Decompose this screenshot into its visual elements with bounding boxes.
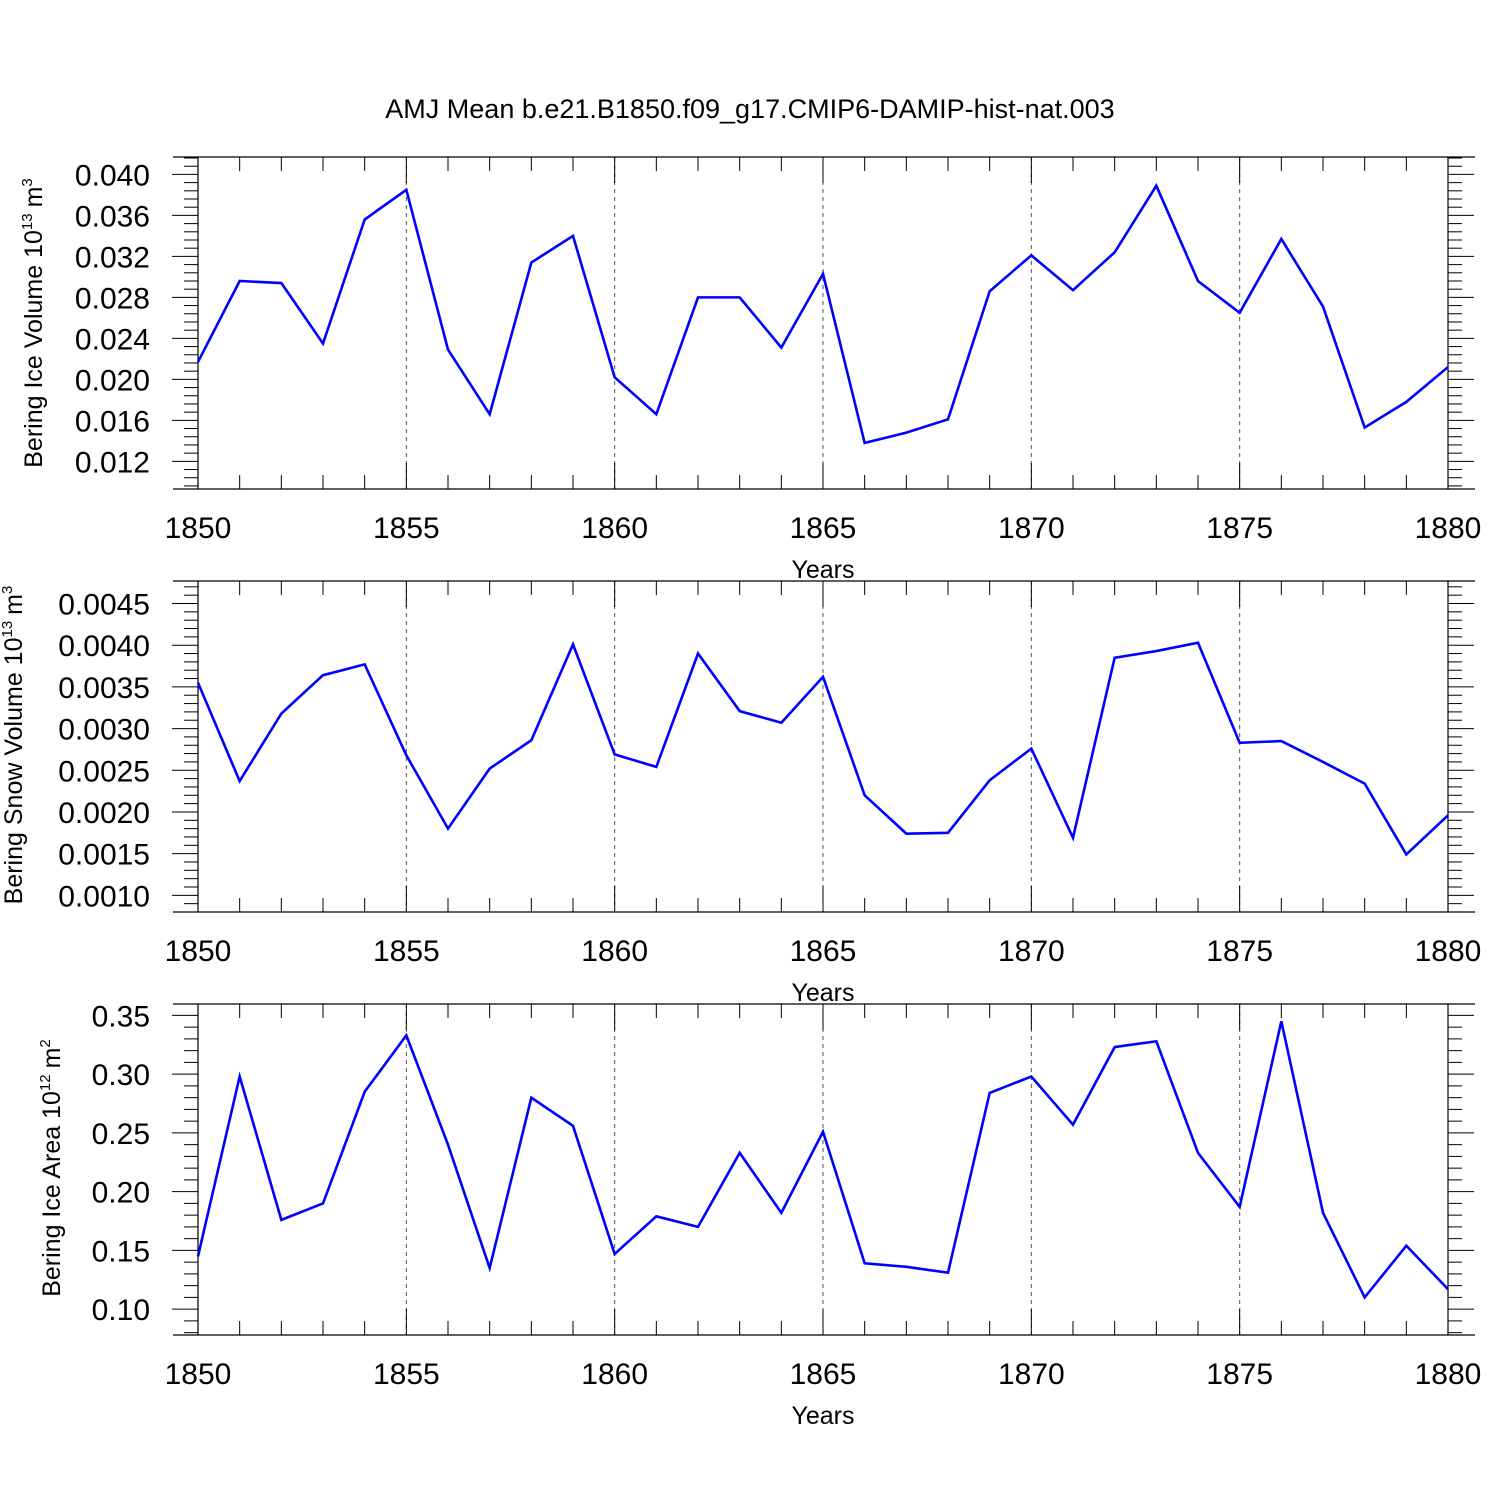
x-tick-label: 1860	[581, 935, 648, 968]
x-tick-label: 1880	[1415, 1358, 1482, 1391]
y-axis-label-ice-volume: Bering Ice Volume 1013m3	[19, 178, 48, 468]
x-tick-label: 1875	[1206, 1358, 1273, 1391]
x-tick-label: 1880	[1415, 935, 1482, 968]
x-tick-label: 1860	[581, 1358, 648, 1391]
x-tick-label: 1855	[373, 1358, 440, 1391]
panel-ice-area: Bering Ice Area 1012m2 Years 1850 1855 186…	[37, 1000, 1481, 1430]
y-tick-label: 0.0045	[58, 589, 150, 622]
y-tick-label: 0.040	[75, 159, 150, 192]
x-tick-label: 1855	[373, 935, 440, 968]
x-tick-label: 1865	[790, 512, 857, 545]
y-tick-label: 0.30	[92, 1059, 150, 1092]
y-tick-label: 0.028	[75, 282, 150, 315]
x-tick-label: 1850	[165, 935, 232, 968]
y-tick-label: 0.032	[75, 241, 150, 274]
y-tick-label: 0.0010	[58, 880, 150, 913]
y-tick-label: 0.10	[92, 1294, 150, 1327]
series-line-ice-volume	[196, 182, 1449, 445]
y-tick-label: 0.020	[75, 364, 150, 397]
x-tick-label: 1860	[581, 512, 648, 545]
y-tick-label: 0.012	[75, 446, 150, 479]
x-axis-label-snow-volume: Years	[791, 979, 854, 1007]
y-tick-label: 0.35	[92, 1000, 150, 1033]
x-tick-label: 1850	[165, 1358, 232, 1391]
x-tick-label: 1865	[790, 1358, 857, 1391]
x-axis-label-ice-volume: Years	[791, 556, 854, 584]
y-tick-label: 0.0020	[58, 797, 150, 830]
y-axis-label-ice-area: Bering Ice Area 1012m2	[37, 1039, 66, 1297]
y-tick-label: 0.036	[75, 200, 150, 233]
x-tick-label: 1855	[373, 512, 440, 545]
y-tick-label: 0.15	[92, 1235, 150, 1268]
y-tick-label: 0.20	[92, 1177, 150, 1210]
x-tick-label: 1865	[790, 935, 857, 968]
y-tick-label: 0.0035	[58, 672, 150, 705]
y-tick-label: 0.0030	[58, 714, 150, 747]
panel-snow-volume: Bering Snow Volume 1013m3 Years 1850 1855…	[0, 580, 1482, 1007]
series-line-ice-area	[196, 1020, 1449, 1300]
panel-ice-volume: Bering Ice Volume 1013m3 Years 1850 1855 1…	[19, 156, 1482, 584]
x-tick-label: 1870	[998, 512, 1065, 545]
y-tick-label: 0.0025	[58, 755, 150, 788]
y-tick-label: 0.0040	[58, 630, 150, 663]
y-tick-label: 0.016	[75, 405, 150, 438]
x-axis-label-ice-area: Years	[791, 1402, 854, 1430]
y-tick-label: 0.0015	[58, 839, 150, 872]
x-tick-label: 1870	[998, 1358, 1065, 1391]
x-tick-label: 1875	[1206, 512, 1273, 545]
y-tick-label: 0.024	[75, 323, 150, 356]
x-tick-label: 1870	[998, 935, 1065, 968]
x-tick-label: 1880	[1415, 512, 1482, 545]
chart-title: AMJ Mean b.e21.B1850.f09_g17.CMIP6-DAMIP…	[385, 94, 1114, 124]
y-tick-label: 0.25	[92, 1118, 150, 1151]
x-tick-label: 1850	[165, 512, 232, 545]
y-axis-label-snow-volume: Bering Snow Volume 1013m3	[0, 586, 28, 905]
series-line-snow-volume	[196, 640, 1449, 857]
x-tick-label: 1875	[1206, 935, 1273, 968]
